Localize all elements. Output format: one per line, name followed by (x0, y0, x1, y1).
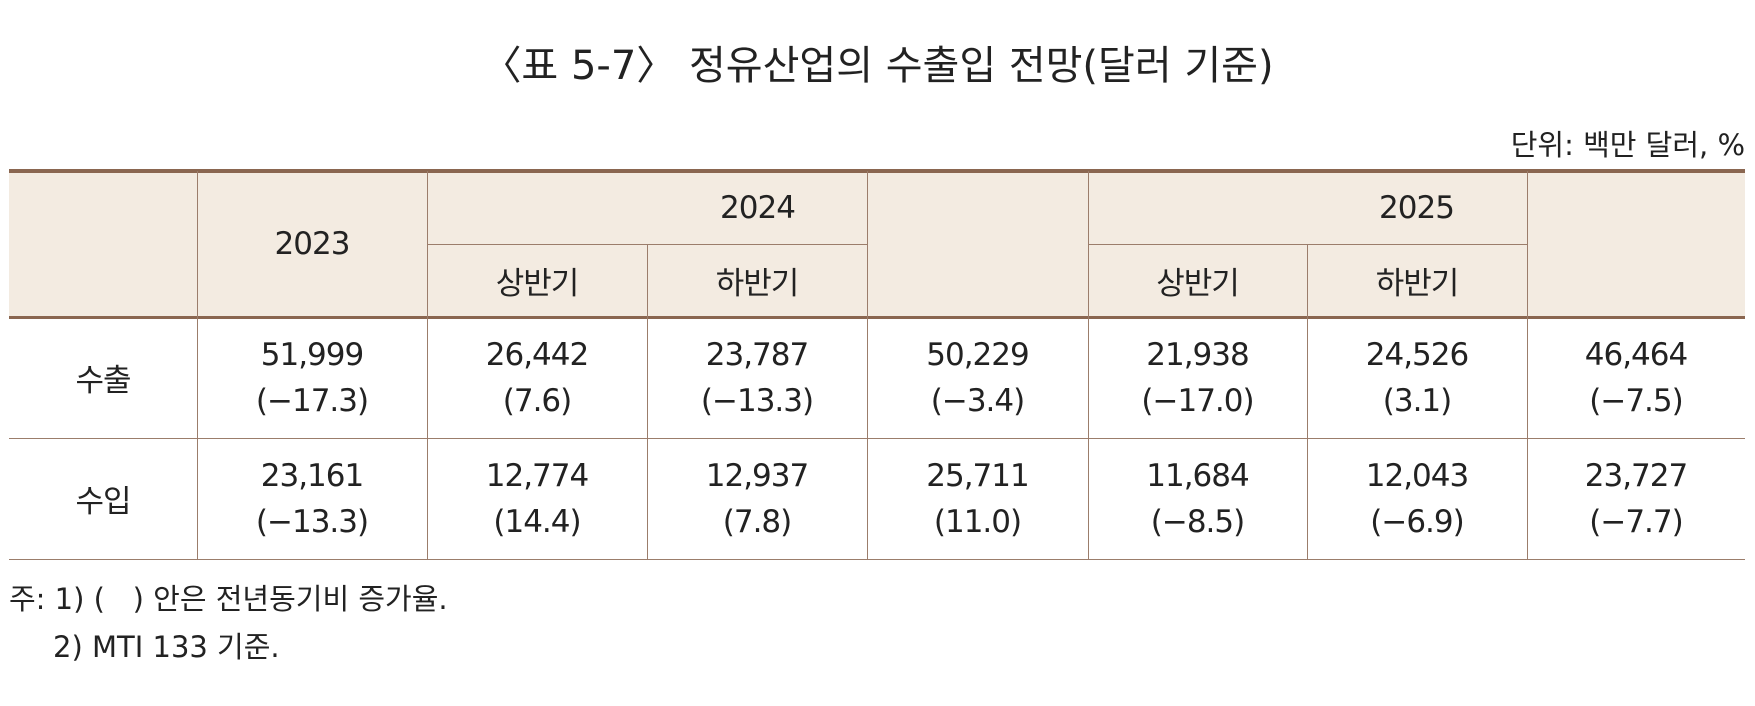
data-cell: 24,526 (3.1) (1307, 317, 1527, 438)
cell-text: 25,711 (926, 457, 1029, 494)
cell-text: 51,999 (260, 336, 364, 373)
data-cell: 51,999 (−17.3) (197, 317, 427, 438)
cell-text: 24,526 (1365, 336, 1469, 373)
cell-text: 46,464 (1584, 336, 1688, 373)
title: 〈표 5-7〉 정유산업의 수출입 전망(달러 기준) (481, 43, 1274, 89)
data-cell: 11,684 (−8.5) (1088, 438, 1307, 559)
note: 주: 1) ( ) 안은 전년동기비 증가율. (9, 582, 448, 616)
header-cell: 2024 (720, 189, 796, 226)
cell-text: 23,787 (705, 336, 809, 373)
cell-text: (11.0) (933, 503, 1022, 540)
h-rule (9, 559, 1745, 560)
data-cell: 46,464 (−7.5) (1527, 317, 1745, 438)
cell-text: 12,043 (1365, 457, 1469, 494)
cell-text: 12,774 (485, 457, 589, 494)
cell-text: 21,938 (1146, 336, 1249, 373)
header-cell: 2025 (1379, 189, 1455, 226)
unit: 단위: 백만 달러, % (1510, 128, 1745, 162)
cell-text: (7.8) (722, 503, 792, 540)
cell-text: (−13.3) (255, 503, 369, 540)
v-rule (647, 244, 648, 559)
cell-text: (−3.4) (930, 382, 1025, 419)
v-rule (1088, 171, 1089, 559)
h-rule (9, 169, 1745, 173)
cell-text: 12,937 (705, 457, 809, 494)
h-rule (9, 438, 1745, 439)
cell-text: 11,684 (1146, 457, 1249, 494)
cell-text: (−17.3) (255, 382, 369, 419)
v-rule (1307, 244, 1308, 559)
cell-text: 50,229 (926, 336, 1029, 373)
cell-text: 23,727 (1584, 457, 1688, 494)
data-cell: 12,043 (−6.9) (1307, 438, 1527, 559)
cell-text: (−13.3) (700, 382, 814, 419)
row-label: 수입 (75, 484, 131, 520)
cell-text: (−7.5) (1589, 382, 1683, 419)
cell-text: (−6.9) (1370, 503, 1464, 540)
cell-text: (14.4) (493, 503, 581, 540)
cell-text: (3.1) (1382, 382, 1452, 419)
data-cell: 23,787 (−13.3) (647, 317, 867, 438)
cell-text: (−7.7) (1589, 503, 1683, 540)
header-cell: 상반기 (1156, 266, 1240, 302)
v-rule (1527, 171, 1528, 559)
data-cell: 50,229 (−3.4) (867, 317, 1088, 438)
cell-text: (−17.0) (1141, 382, 1254, 419)
data-cell: 12,774 (14.4) (427, 438, 647, 559)
data-cell: 21,938 (−17.0) (1088, 317, 1307, 438)
v-rule (197, 171, 198, 559)
row-label: 수출 (75, 363, 131, 399)
data-cell: 23,161 (−13.3) (197, 438, 427, 559)
cell-text: 23,161 (260, 457, 364, 494)
cell-text: 26,442 (485, 336, 589, 373)
cell-text: (7.6) (502, 382, 572, 419)
v-rule (867, 171, 868, 559)
cell-text: (−8.5) (1150, 503, 1245, 540)
v-rule (427, 171, 428, 559)
header-cell: 상반기 (495, 266, 580, 302)
data-cell: 12,937 (7.8) (647, 438, 867, 559)
note: 2) MTI 133 기준. (53, 630, 280, 664)
header-cell: 하반기 (1375, 266, 1460, 302)
data-cell: 23,727 (−7.7) (1527, 438, 1745, 559)
data-cell: 26,442 (7.6) (427, 317, 647, 438)
header-cell: 하반기 (715, 266, 800, 302)
h-rule (9, 316, 1745, 319)
header-cell: 2023 (274, 226, 351, 262)
data-cell: 25,711 (11.0) (867, 438, 1088, 559)
